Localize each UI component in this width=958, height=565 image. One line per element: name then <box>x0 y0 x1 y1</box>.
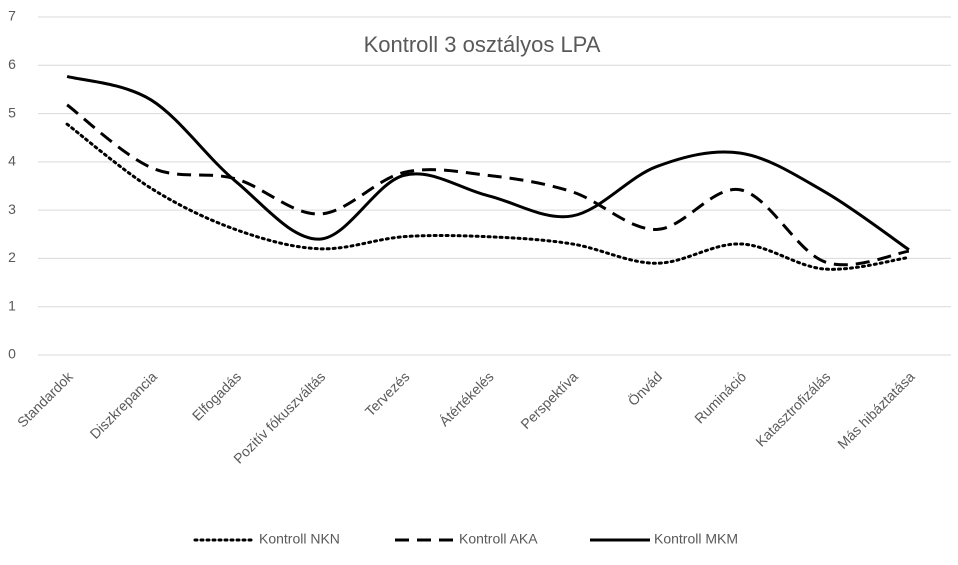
x-tick-label: Perspektíva <box>517 368 581 432</box>
x-tick-label: Átértékelés <box>436 368 497 429</box>
y-tick-label: 0 <box>8 346 16 362</box>
series-line <box>65 122 911 271</box>
chart-title: Kontroll 3 osztályos LPA <box>364 32 601 57</box>
y-tick-label: 1 <box>8 297 16 313</box>
x-tick-label: Diszkrepancia <box>87 368 161 442</box>
series-line <box>66 103 910 267</box>
x-tick-label: Standardok <box>14 368 77 431</box>
x-tick-label: Pozitív fókuszváltás <box>230 368 328 466</box>
legend-label: Kontroll AKA <box>459 531 538 547</box>
legend-label: Kontroll MKM <box>654 531 738 547</box>
series-line <box>66 74 910 251</box>
y-tick-label: 5 <box>8 104 16 120</box>
y-tick-label: 2 <box>8 249 16 265</box>
y-tick-label: 4 <box>8 153 16 169</box>
x-tick-label: Katasztrofizálás <box>752 368 833 449</box>
x-tick-label: Önvád <box>624 368 665 409</box>
x-tick-label: Elfogadás <box>189 368 244 423</box>
x-tick-label: Más hibáztatása <box>834 368 918 452</box>
y-tick-label: 7 <box>8 8 16 24</box>
legend-label: Kontroll NKN <box>259 531 340 547</box>
y-tick-label: 6 <box>8 56 16 72</box>
x-tick-label: Rumináció <box>691 368 749 426</box>
x-tick-label: Tervezés <box>362 368 413 419</box>
y-tick-label: 3 <box>8 201 16 217</box>
